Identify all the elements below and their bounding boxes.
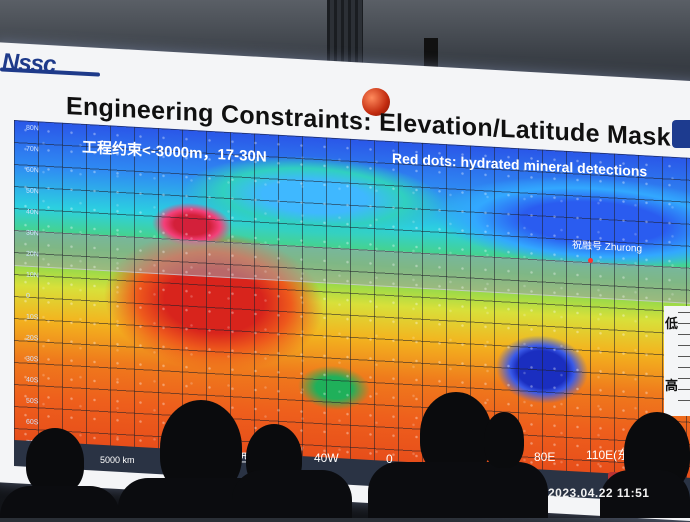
latitude-label: 20S (26, 334, 39, 343)
latitude-label: 70N (26, 145, 39, 154)
latitude-label: 50S (26, 397, 39, 406)
latitude-label: 40S (26, 376, 39, 385)
legend-high-label: 高 (665, 378, 679, 393)
latitude-label: 30N (26, 229, 39, 238)
latitude-label: 60S (26, 418, 39, 427)
mars-planet-icon (362, 88, 390, 116)
latitude-label: 40N (26, 208, 39, 217)
audience-shoulders (368, 462, 548, 518)
legend-ticks (678, 312, 690, 402)
audience-head (26, 428, 84, 494)
latitude-label: 30S (26, 355, 39, 364)
latitude-label: 60N (26, 166, 39, 175)
corner-logo-icon (672, 120, 690, 148)
audience-shoulders (0, 486, 120, 518)
nssc-logo: Nssc (2, 48, 56, 79)
longitude-label-110e: 110E(东 (586, 448, 630, 462)
longitude-label-40w: 40W (314, 451, 339, 465)
audience-head (484, 412, 524, 468)
latitude-label: 10N (26, 271, 39, 280)
longitude-label-0: 0 (386, 452, 393, 466)
longitude-label-80e: 80E (534, 450, 556, 464)
scale-bar-label: 5000 km (100, 455, 135, 465)
photo-timestamp: 2023.04.22 11:51 (548, 486, 650, 500)
latitude-label: 50N (26, 187, 39, 196)
latitude-label: 10S (26, 313, 39, 322)
audience-shoulders (232, 470, 352, 518)
landing-site-marker-icon (588, 258, 593, 263)
latitude-label: 20N (26, 250, 39, 259)
latitude-label: 0 (26, 292, 30, 300)
legend-low-label: 低 (665, 316, 679, 331)
audience-shoulders (600, 470, 690, 518)
latitude-label: 80N (26, 124, 39, 133)
